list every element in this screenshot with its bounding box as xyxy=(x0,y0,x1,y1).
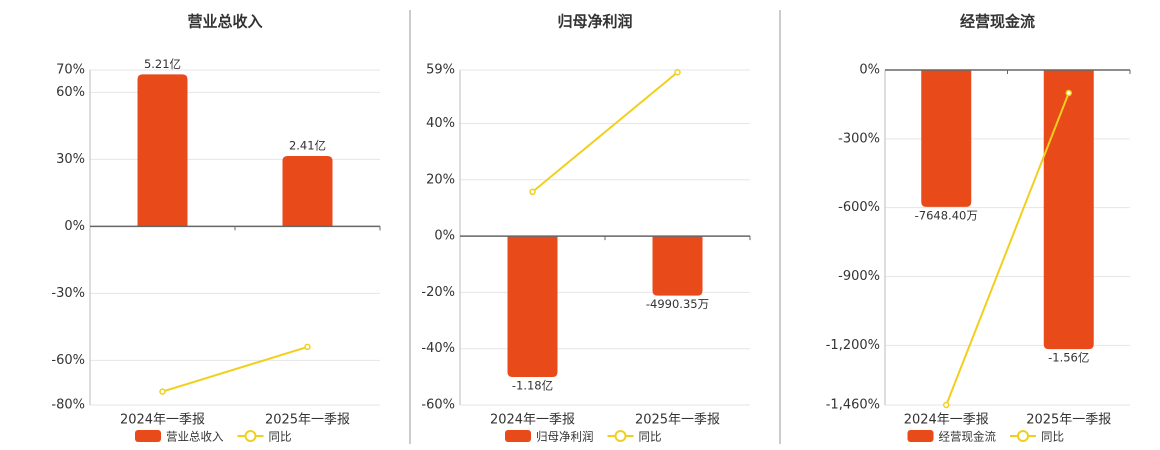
legend-label: 营业总收入 xyxy=(166,430,224,444)
legend-label: 经营现金流 xyxy=(939,430,997,444)
chart-title: 归母净利润 xyxy=(557,13,632,31)
y-tick-label: -30% xyxy=(51,286,85,301)
yoy-line xyxy=(531,71,679,193)
y-tick-label: -1,200% xyxy=(826,338,880,353)
bar xyxy=(1043,70,1094,350)
x-tick-label: 2025年一季报 xyxy=(265,413,350,428)
value-label: -1.56亿 xyxy=(1048,351,1089,365)
bar xyxy=(507,236,558,377)
chart-title: 营业总收入 xyxy=(187,13,262,31)
y-tick-label: -900% xyxy=(838,269,880,284)
x-tick-label: 2024年一季报 xyxy=(904,413,989,428)
legend-label: 归母净利润 xyxy=(536,430,594,444)
y-tick-label: -60% xyxy=(51,353,85,368)
legend-swatch xyxy=(244,430,257,442)
yoy-point xyxy=(943,401,950,409)
yoy-line xyxy=(945,92,1070,406)
legend-swatch xyxy=(505,430,531,442)
y-tick-label: -80% xyxy=(51,398,85,413)
legend-swatch xyxy=(135,430,161,442)
y-tick-label: -60% xyxy=(421,398,455,413)
bar xyxy=(652,236,703,296)
x-tick-label: 2024年一季报 xyxy=(490,413,575,428)
legend-label: 同比 xyxy=(269,430,292,444)
y-tick-label: 70% xyxy=(56,63,85,78)
bar xyxy=(282,156,333,227)
yoy-point xyxy=(1065,89,1072,97)
legend-swatch xyxy=(907,430,934,442)
y-tick-label: 0% xyxy=(64,219,85,234)
value-label: 5.21亿 xyxy=(144,57,181,71)
yoy-point xyxy=(674,69,681,76)
yoy-point xyxy=(159,388,166,395)
legend-label: 同比 xyxy=(1041,430,1064,444)
value-label: -1.18亿 xyxy=(512,378,553,392)
y-tick-label: 0% xyxy=(859,63,880,78)
yoy-line xyxy=(162,345,308,393)
y-tick-label: -300% xyxy=(838,131,880,146)
legend-swatch xyxy=(1017,430,1029,442)
y-tick-label: 30% xyxy=(56,152,85,167)
yoy-point xyxy=(304,343,311,351)
yoy-point xyxy=(529,188,536,196)
legend-label: 同比 xyxy=(639,430,662,444)
bar xyxy=(137,74,188,227)
y-tick-label: 60% xyxy=(56,85,85,100)
y-tick-label: -20% xyxy=(421,285,455,300)
y-tick-label: -40% xyxy=(421,341,455,356)
x-tick-label: 2024年一季报 xyxy=(120,413,205,428)
bar xyxy=(921,70,972,207)
legend-swatch xyxy=(614,430,627,442)
y-tick-label: 0% xyxy=(434,229,455,244)
value-label: 2.41亿 xyxy=(289,139,326,153)
value-label: -4990.35万 xyxy=(646,297,709,311)
chart-title: 经营现金流 xyxy=(960,13,1035,31)
x-tick-label: 2025年一季报 xyxy=(635,413,720,428)
value-label: -7648.40万 xyxy=(915,208,978,222)
y-tick-label: 20% xyxy=(426,172,455,187)
x-tick-label: 2025年一季报 xyxy=(1026,413,1111,428)
y-tick-label: 59% xyxy=(426,63,455,78)
y-tick-label: -1,460% xyxy=(826,398,880,413)
y-tick-label: -600% xyxy=(838,200,880,215)
y-tick-label: 40% xyxy=(426,116,455,131)
